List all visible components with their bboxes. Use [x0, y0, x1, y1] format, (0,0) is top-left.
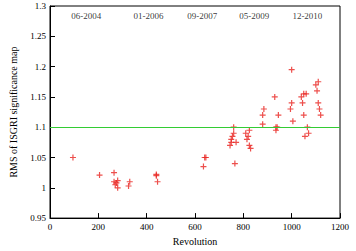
svg-text:0: 0	[48, 222, 53, 232]
svg-text:01-2006: 01-2006	[134, 11, 164, 21]
svg-text:1.05: 1.05	[30, 153, 46, 163]
svg-text:1.15: 1.15	[30, 92, 46, 102]
svg-text:1.25: 1.25	[30, 31, 46, 41]
svg-text:1200: 1200	[331, 222, 350, 232]
svg-text:1.2: 1.2	[35, 62, 46, 72]
svg-text:12-2010: 12-2010	[292, 11, 322, 21]
svg-text:0.95: 0.95	[30, 213, 46, 223]
svg-text:RMS of ISGRI significance map: RMS of ISGRI significance map	[8, 47, 19, 178]
svg-text:800: 800	[237, 222, 251, 232]
svg-text:200: 200	[92, 222, 106, 232]
svg-text:1000: 1000	[283, 222, 302, 232]
svg-text:1: 1	[42, 183, 47, 193]
svg-text:1.3: 1.3	[35, 1, 47, 11]
svg-text:600: 600	[188, 222, 202, 232]
svg-text:05-2009: 05-2009	[239, 11, 269, 21]
svg-text:09-2007: 09-2007	[187, 11, 217, 21]
svg-text:400: 400	[140, 222, 154, 232]
svg-text:06-2004: 06-2004	[71, 11, 101, 21]
svg-text:1.1: 1.1	[35, 122, 46, 132]
svg-text:Revolution: Revolution	[173, 236, 217, 247]
